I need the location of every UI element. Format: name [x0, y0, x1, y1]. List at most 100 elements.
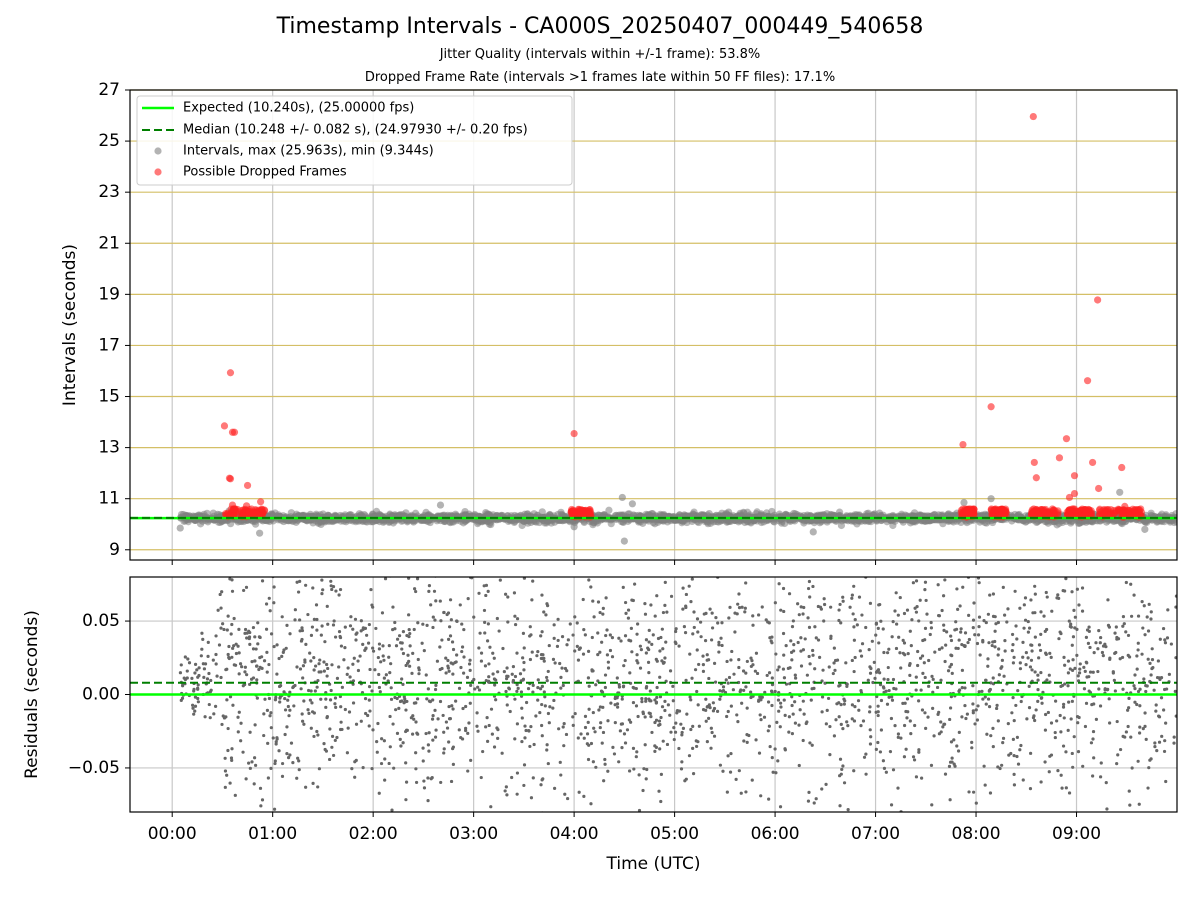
residual-point [434, 599, 438, 603]
interval-outlier-point [620, 537, 628, 545]
residual-point [666, 703, 670, 707]
residual-point [1060, 683, 1065, 688]
residual-point [359, 619, 363, 623]
residual-point [952, 738, 956, 742]
residual-point [635, 632, 639, 636]
residual-point [687, 754, 692, 758]
residual-point [929, 626, 934, 630]
residual-point [758, 816, 761, 819]
residual-point [225, 698, 229, 702]
residual-point [196, 683, 200, 687]
residual-point [596, 631, 600, 635]
residual-point [826, 696, 831, 701]
residual-point [1001, 736, 1006, 740]
residual-point [566, 638, 570, 642]
residual-point [732, 672, 736, 676]
interval-point [580, 518, 588, 527]
residual-point [314, 664, 318, 668]
residual-point [694, 739, 698, 743]
residual-point [725, 790, 729, 794]
residual-point [602, 779, 606, 783]
residual-point [286, 698, 290, 702]
residual-point [876, 713, 880, 718]
residual-point [788, 666, 792, 670]
residual-point [1138, 704, 1142, 708]
residual-point [312, 734, 316, 739]
residual-point [425, 697, 429, 701]
residual-point [717, 650, 721, 654]
residual-point [850, 565, 853, 568]
residual-point [421, 746, 425, 750]
residual-point [414, 780, 419, 785]
residual-point [531, 690, 535, 694]
residual-point [635, 750, 639, 754]
residual-point [283, 732, 287, 737]
residual-point [991, 592, 995, 596]
residual-point [790, 695, 794, 699]
residual-point [506, 620, 510, 624]
residual-point [220, 590, 224, 594]
residual-point [737, 605, 742, 610]
residual-point [1046, 552, 1049, 555]
residual-point [288, 690, 292, 694]
residual-point [837, 715, 841, 719]
residual-point [985, 732, 989, 736]
residual-point [929, 620, 933, 625]
residual-point [382, 658, 386, 662]
residual-point [673, 640, 677, 644]
residual-point [1161, 626, 1166, 631]
residual-point [513, 674, 518, 679]
residual-point [447, 669, 451, 673]
residual-point [921, 638, 925, 643]
residual-point [1071, 635, 1076, 639]
residual-point [334, 589, 338, 593]
residual-point [1063, 663, 1067, 667]
residual-point [1081, 764, 1085, 768]
residual-point [705, 653, 709, 657]
residual-point [486, 589, 490, 593]
residual-point [651, 633, 655, 637]
residual-point [304, 583, 308, 587]
residual-point [333, 635, 338, 639]
residual-point [782, 698, 786, 702]
residual-point [395, 637, 400, 641]
residual-point [367, 622, 371, 627]
residual-point [559, 773, 563, 777]
residual-point [449, 661, 453, 665]
residual-point [536, 698, 540, 702]
residual-point [394, 708, 398, 712]
residual-point [484, 725, 488, 729]
residual-point [414, 751, 418, 755]
residual-point [383, 577, 388, 581]
residual-point [801, 738, 805, 743]
residual-point [269, 711, 273, 715]
residual-point [361, 766, 365, 770]
residual-point [1028, 787, 1033, 791]
residual-point [303, 658, 307, 662]
residual-point [287, 714, 291, 718]
residual-point [858, 649, 862, 653]
legend [136, 95, 573, 186]
residual-point [214, 652, 218, 657]
legend-intervals-swatch [154, 147, 162, 155]
residual-point [973, 722, 977, 726]
residual-point [754, 651, 759, 655]
residual-point [974, 801, 978, 805]
residual-point [923, 711, 927, 715]
residual-point [277, 543, 280, 546]
residual-point [540, 702, 544, 707]
residual-point [1026, 619, 1030, 624]
residual-point [529, 724, 533, 729]
residual-point [689, 600, 693, 604]
residual-point [943, 772, 948, 776]
residual-point [644, 699, 648, 703]
residual-point [545, 679, 549, 683]
residual-point [339, 644, 344, 648]
residual-point [490, 732, 494, 736]
residual-point [369, 587, 373, 592]
residual-point [702, 612, 706, 616]
residual-point [821, 668, 825, 672]
residual-point [532, 742, 536, 747]
residual-point [251, 647, 256, 651]
residual-point [536, 678, 540, 682]
